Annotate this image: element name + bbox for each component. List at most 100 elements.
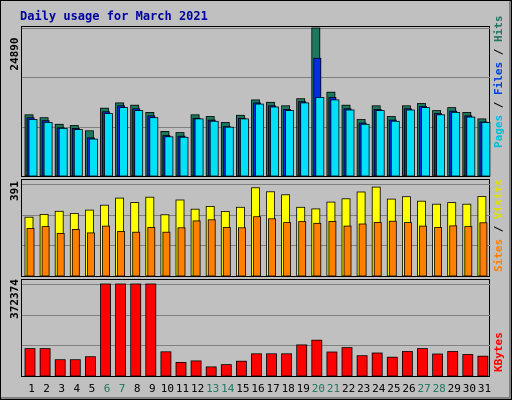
axis-max-label-visits: 391 xyxy=(8,181,21,201)
bar-pages-day-3 xyxy=(58,127,68,177)
legend-visits: Visits xyxy=(492,179,505,219)
bar-sites-day-3 xyxy=(56,232,65,277)
panel-legend: Pages / Files / Hits xyxy=(492,16,505,149)
kbytes-panel: 372374 KBytes xyxy=(8,279,505,377)
bar-kbytes-day-28 xyxy=(432,353,444,377)
bar-sites-day-12 xyxy=(192,220,201,277)
x-tick-label: 15 xyxy=(236,382,249,395)
chart-title: Daily usage for March 2021 xyxy=(20,9,208,23)
bar-kbytes-day-21 xyxy=(326,351,338,377)
bar-sites-day-18 xyxy=(283,222,292,277)
bar-pages-day-29 xyxy=(451,112,461,177)
bar-sites-day-27 xyxy=(419,225,427,277)
legend-separator: / xyxy=(492,95,505,115)
bar-sites-day-31 xyxy=(479,222,488,277)
bar-pages-day-1 xyxy=(28,119,38,177)
x-tick-label: 30 xyxy=(463,382,476,395)
bar-kbytes-day-19 xyxy=(296,344,308,377)
panel-bars xyxy=(24,283,489,377)
legend-separator: / xyxy=(492,219,505,239)
bar-sites-day-21 xyxy=(328,220,337,277)
bar-pages-day-9 xyxy=(149,117,159,177)
bar-sites-day-2 xyxy=(41,226,50,277)
bar-pages-day-31 xyxy=(481,122,491,177)
bar-pages-day-16 xyxy=(255,103,264,177)
bar-sites-day-9 xyxy=(147,227,156,277)
bar-kbytes-day-17 xyxy=(266,353,277,377)
bar-pages-day-17 xyxy=(270,106,279,177)
bar-kbytes-day-4 xyxy=(69,359,81,377)
x-tick-label: 28 xyxy=(433,382,446,395)
bar-sites-day-20 xyxy=(313,222,322,277)
bar-kbytes-day-29 xyxy=(447,351,459,377)
x-tick-label: 12 xyxy=(191,382,204,395)
x-tick-label: 21 xyxy=(327,382,340,395)
x-tick-label: 17 xyxy=(266,382,279,395)
panel-bars xyxy=(24,186,488,277)
bar-pages-day-11 xyxy=(179,136,189,177)
x-tick-label: 6 xyxy=(104,382,111,395)
x-tick-label: 11 xyxy=(176,382,189,395)
bar-kbytes-day-1 xyxy=(24,348,36,377)
x-tick-label: 3 xyxy=(58,382,65,395)
bar-sites-day-16 xyxy=(253,216,261,277)
bar-sites-day-6 xyxy=(102,225,110,277)
bar-pages-day-8 xyxy=(134,110,144,177)
x-tick-label: 2 xyxy=(43,382,50,395)
bar-kbytes-day-18 xyxy=(281,353,293,377)
bar-kbytes-day-13 xyxy=(205,366,217,377)
bar-pages-day-18 xyxy=(285,110,295,177)
bar-sites-day-23 xyxy=(358,223,367,277)
bar-pages-day-30 xyxy=(466,116,476,177)
bar-kbytes-day-12 xyxy=(190,360,202,377)
x-tick-label: 19 xyxy=(297,382,310,395)
panel-legend: KBytes xyxy=(492,332,505,372)
x-tick-label: 18 xyxy=(282,382,295,395)
axis-max-label-hits: 24890 xyxy=(8,37,21,70)
hits-files-pages-panel: 24890 Pages / Files / Hits xyxy=(8,16,505,177)
x-tick-label: 5 xyxy=(89,382,96,395)
bar-sites-day-28 xyxy=(434,227,443,277)
bar-kbytes-day-30 xyxy=(462,354,474,377)
bar-pages-day-4 xyxy=(73,129,83,177)
x-tick-label: 25 xyxy=(387,382,400,395)
panel-bars xyxy=(24,27,491,177)
panel-grid xyxy=(22,284,490,346)
bar-sites-day-14 xyxy=(222,227,231,277)
bar-pages-day-24 xyxy=(375,110,385,177)
bar-pages-day-7 xyxy=(119,107,128,177)
x-tick-label: 22 xyxy=(342,382,355,395)
bar-kbytes-day-7 xyxy=(115,283,126,377)
bar-kbytes-day-9 xyxy=(145,283,157,377)
x-tick-label: 31 xyxy=(478,382,491,395)
x-tick-label: 23 xyxy=(357,382,370,395)
bar-kbytes-day-16 xyxy=(251,353,262,377)
svg-text:Pages / Files / Hits: Pages / Files / Hits xyxy=(492,16,505,149)
legend-sites: Sites xyxy=(492,239,505,272)
bar-pages-day-19 xyxy=(300,102,310,177)
bar-sites-day-29 xyxy=(449,225,458,277)
bar-pages-day-15 xyxy=(239,118,249,177)
bar-pages-day-13 xyxy=(209,120,219,177)
x-tick-label: 7 xyxy=(119,382,126,395)
legend-hits: Hits xyxy=(492,16,505,43)
bar-kbytes-day-6 xyxy=(100,283,111,377)
bar-pages-day-25 xyxy=(390,120,400,177)
bar-sites-day-1 xyxy=(26,228,35,277)
bar-pages-day-5 xyxy=(89,138,98,177)
bar-kbytes-day-20 xyxy=(311,339,323,377)
panel-legend: Sites / Visits xyxy=(492,179,505,272)
bar-kbytes-day-2 xyxy=(39,348,51,377)
bar-kbytes-day-24 xyxy=(371,352,383,377)
bar-kbytes-day-26 xyxy=(401,351,413,377)
axis-max-label-kbytes: 372374 xyxy=(8,279,21,319)
x-tick-label: 16 xyxy=(251,382,264,395)
bar-pages-day-2 xyxy=(43,122,53,177)
bar-pages-day-20 xyxy=(315,97,325,177)
legend-kbytes: KBytes xyxy=(492,332,505,372)
bar-kbytes-day-22 xyxy=(341,347,353,377)
bar-sites-day-24 xyxy=(373,221,382,277)
bar-kbytes-day-3 xyxy=(54,359,66,377)
bar-sites-day-17 xyxy=(268,218,276,277)
